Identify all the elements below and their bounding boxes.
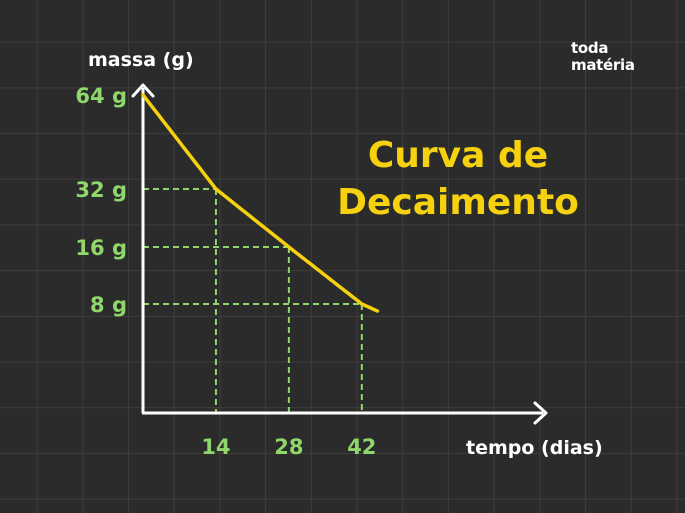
guide-lines — [143, 188, 363, 413]
y-axis-arrow — [131, 83, 155, 98]
y-tick-label-3: 8 g — [90, 293, 127, 317]
y-axis-label: massa (g) — [88, 49, 194, 71]
chart-title-line-2: Decaimento — [337, 182, 579, 223]
chart-title-line-1: Curva de — [368, 135, 548, 176]
logo-line-1: toda — [571, 39, 609, 57]
axes — [131, 83, 548, 425]
tick-labels: 64 g 32 g 16 g 8 g 14 28 42 — [75, 84, 376, 459]
y-tick-label-0: 64 g — [75, 84, 127, 108]
decay-curve — [141, 93, 380, 313]
logo-line-2: matéria — [571, 56, 635, 74]
y-tick-label-2: 16 g — [75, 236, 127, 260]
x-axis-arrow — [533, 401, 548, 425]
x-tick-label-1: 28 — [274, 435, 303, 459]
x-tick-label-0: 14 — [201, 435, 230, 459]
brand-logo: toda matéria — [571, 40, 635, 74]
y-tick-label-1: 32 g — [75, 178, 127, 202]
x-axis-label: tempo (dias) — [466, 437, 603, 459]
x-tick-label-2: 42 — [347, 435, 376, 459]
